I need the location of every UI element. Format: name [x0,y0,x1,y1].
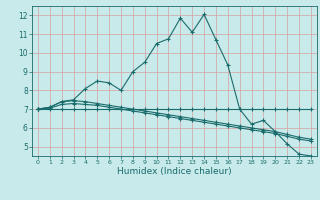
X-axis label: Humidex (Indice chaleur): Humidex (Indice chaleur) [117,167,232,176]
